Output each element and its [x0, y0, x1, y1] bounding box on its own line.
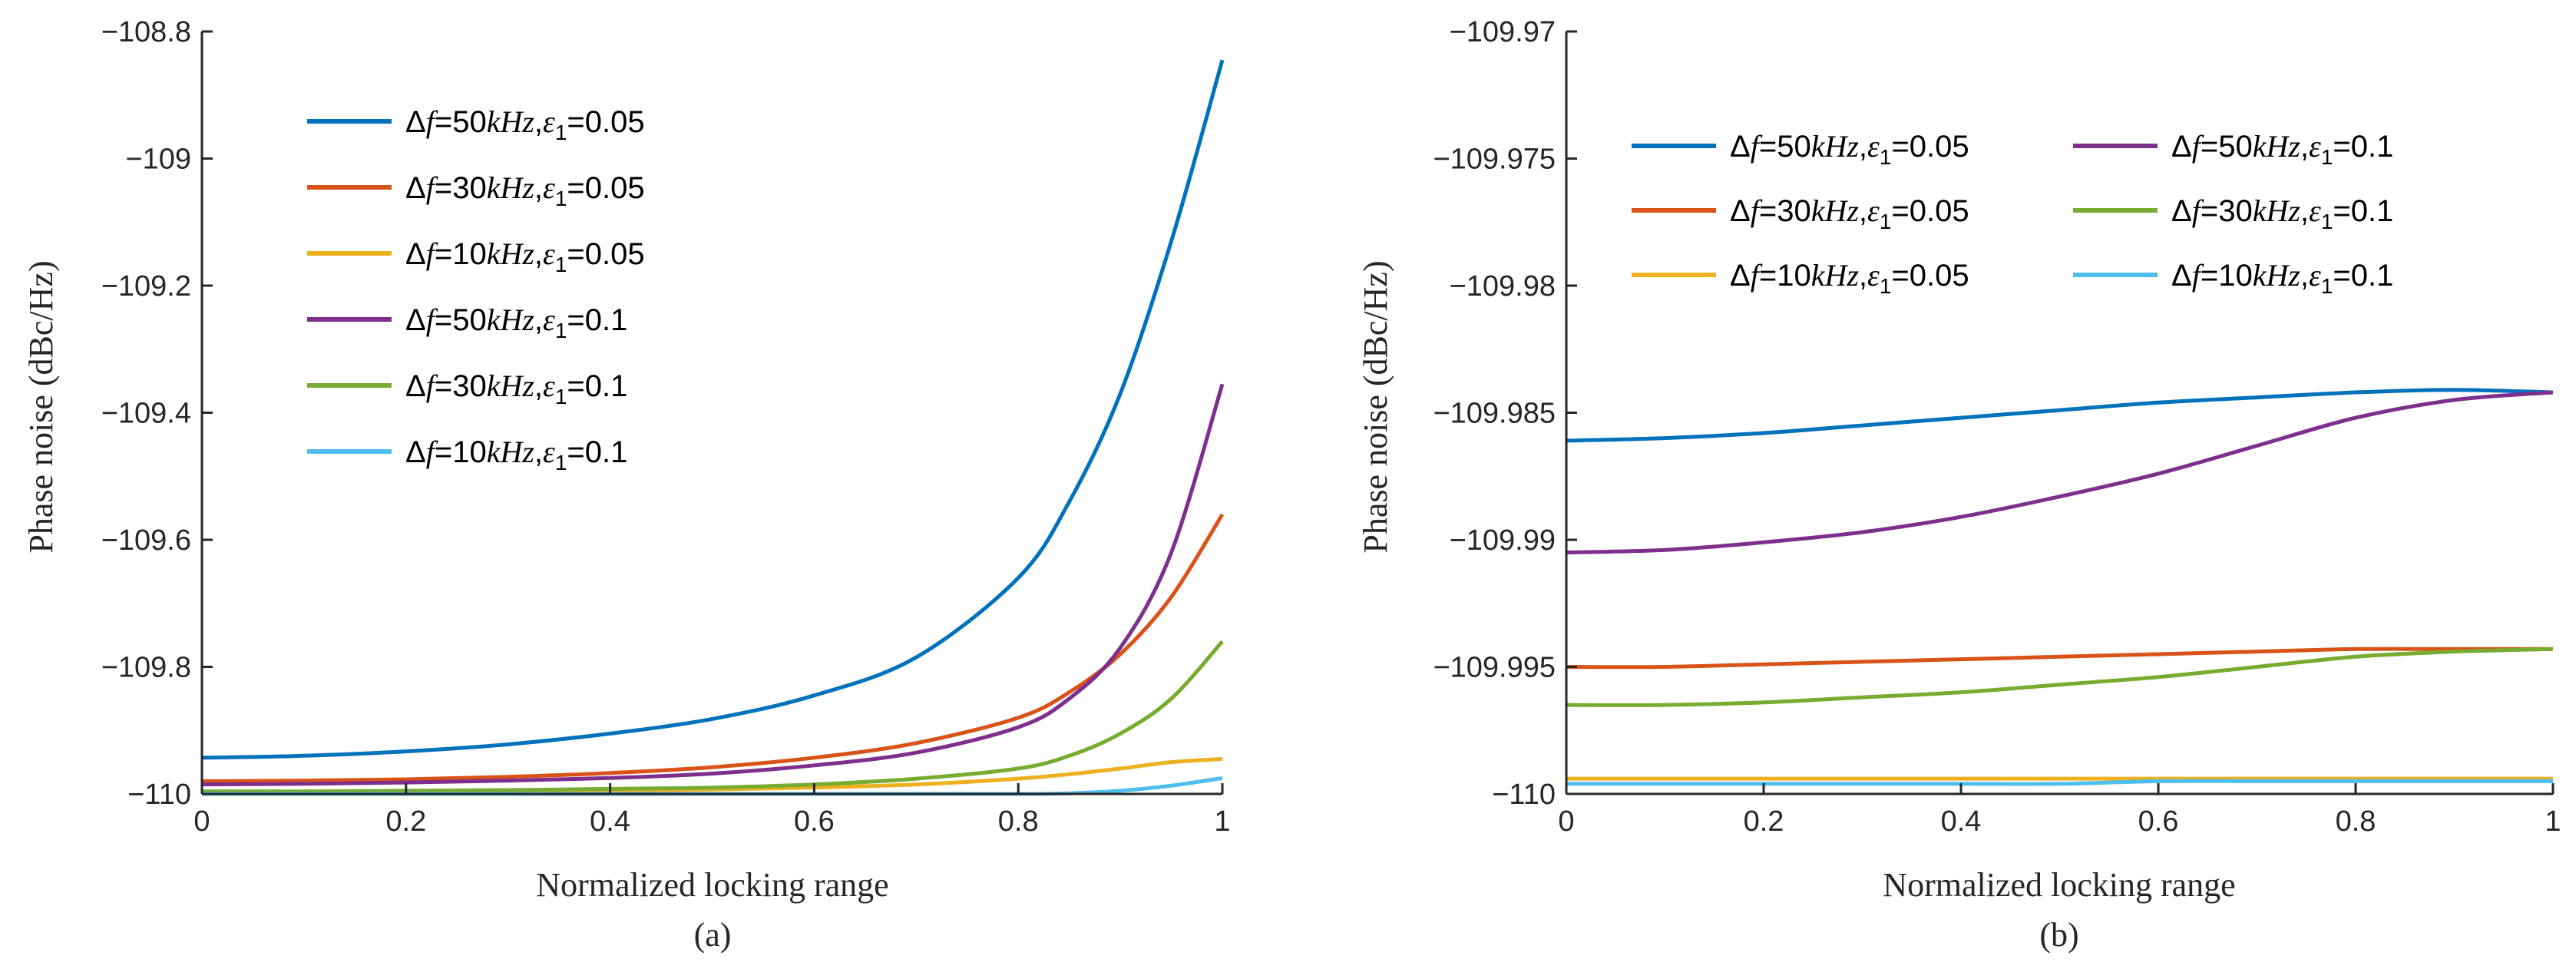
- y-tick-label-b: −109.985: [1433, 398, 1556, 430]
- y-tick-label-a: −109.4: [101, 398, 191, 430]
- legend-b: Δf=50kHz,ε1=0.05 Δf=30kHz,ε1=0.05 Δf=10kHz…: [1632, 129, 2393, 298]
- chart-panel-b: 0 0.2 0.4 0.6 0.8 1 −110 −109.995 −109.99 −109.98…: [1357, 16, 2561, 954]
- panel-caption-a: (a): [694, 916, 732, 954]
- legend-item: Δf=30kHz,ε1=0.1: [2073, 193, 2393, 233]
- y-tick-label-b: −109.97: [1450, 16, 1556, 48]
- x-tick-label-a: 0.4: [590, 805, 630, 838]
- series-line-a-4: [201, 383, 1225, 787]
- x-tick-label-a: 1: [1214, 805, 1230, 838]
- legend-item: Δf=30kHz,ε1=0.1: [307, 369, 627, 408]
- panel-caption-b: (b): [2039, 916, 2078, 954]
- y-tick-label-a: −109.6: [101, 524, 191, 557]
- series-line-b-6: [1566, 779, 2553, 786]
- legend-label: Δf=50kHz,ε1=0.1: [405, 303, 627, 342]
- y-tick-label-a: −109: [125, 144, 191, 176]
- legend-item: Δf=10kHz,ε1=0.1: [307, 435, 627, 475]
- legend-label: Δf=10kHz,ε1=0.1: [405, 435, 627, 475]
- chart-panel-a: 0 0.2 0.4 0.6 0.8 1 −110 −109.8 −109.6 −109.4 −109…: [22, 16, 1231, 954]
- series-group-b: [1566, 388, 2554, 786]
- plot-area-a: 0 0.2 0.4 0.6 0.8 1 −110 −109.8 −109.6 −109.4 −109…: [101, 16, 1231, 838]
- y-axis-title-b: Phase noise (dBc/Hz): [1357, 260, 1394, 553]
- series-line-b-5: [1566, 647, 2554, 707]
- legend-label: Δf=50kHz,ε1=0.1: [2171, 129, 2393, 169]
- legend-label: Δf=50kHz,ε1=0.05: [1730, 129, 1969, 169]
- y-tick-label-a: −109.8: [101, 652, 191, 684]
- x-tick-label-b: 1: [2545, 805, 2561, 838]
- series-line-b-4: [1566, 390, 2554, 554]
- y-tick-label-b: −109.98: [1450, 270, 1556, 303]
- legend-label: Δf=50kHz,ε1=0.05: [405, 104, 645, 144]
- y-tick-label-a: −108.8: [101, 16, 191, 48]
- y-tick-label-b: −110: [1492, 779, 1556, 811]
- x-tick-label-a: 0.6: [794, 805, 835, 838]
- series-group-a: [201, 59, 1225, 796]
- x-tick-label-a: 0.2: [385, 805, 426, 838]
- y-axis-title-a: Phase noise (dBc/Hz): [22, 260, 60, 553]
- series-line-a-2: [201, 513, 1225, 783]
- legend-item: Δf=30kHz,ε1=0.05: [1632, 193, 1969, 233]
- legend-item: Δf=50kHz,ε1=0.1: [307, 303, 627, 342]
- x-axis-title-a: Normalized locking range: [536, 866, 888, 904]
- legend-item: Δf=50kHz,ε1=0.1: [2073, 129, 2393, 169]
- series-line-a-5: [201, 640, 1224, 794]
- legend-item: Δf=10kHz,ε1=0.1: [2073, 258, 2393, 298]
- y-tick-label-b: −109.975: [1433, 144, 1556, 176]
- legend-label: Δf=30kHz,ε1=0.1: [405, 369, 627, 408]
- x-tick-label-a: 0.8: [998, 805, 1039, 838]
- series-line-a-1: [201, 59, 1225, 760]
- x-tick-label-b: 0.8: [2336, 805, 2376, 838]
- legend-label: Δf=10kHz,ε1=0.05: [405, 236, 645, 276]
- x-tick-label-b: 0.4: [1941, 805, 1982, 838]
- x-tick-label-a: 0: [193, 805, 210, 838]
- legend-item: Δf=50kHz,ε1=0.05: [307, 104, 645, 144]
- legend-a: Δf=50kHz,ε1=0.05 Δf=30kHz,ε1=0.05 Δf=10kHz…: [307, 104, 645, 475]
- legend-label: Δf=10kHz,ε1=0.1: [2171, 258, 2393, 298]
- legend-label: Δf=10kHz,ε1=0.05: [1730, 258, 1969, 298]
- y-tick-label-b: −109.995: [1433, 652, 1556, 684]
- legend-label: Δf=30kHz,ε1=0.1: [2171, 193, 2393, 233]
- legend-item: Δf=30kHz,ε1=0.05: [307, 170, 645, 210]
- legend-label: Δf=30kHz,ε1=0.05: [405, 170, 645, 210]
- x-axis-title-b: Normalized locking range: [1883, 866, 2235, 904]
- legend-item: Δf=10kHz,ε1=0.05: [307, 236, 645, 276]
- y-tick-label-b: −109.99: [1450, 524, 1556, 557]
- plot-area-b: 0 0.2 0.4 0.6 0.8 1 −110 −109.995 −109.99 −109.98…: [1433, 16, 2561, 838]
- y-tick-label-a: −110: [127, 779, 191, 811]
- series-line-b-1: [1566, 388, 2554, 443]
- y-tick-label-a: −109.2: [101, 270, 191, 303]
- legend-item: Δf=10kHz,ε1=0.05: [1632, 258, 1969, 298]
- x-tick-label-b: 0.6: [2138, 805, 2179, 838]
- series-line-b-2: [1566, 647, 2553, 670]
- legend-label: Δf=30kHz,ε1=0.05: [1730, 193, 1969, 233]
- legend-item: Δf=50kHz,ε1=0.05: [1632, 129, 1969, 169]
- x-tick-label-b: 0: [1558, 805, 1574, 838]
- x-tick-label-b: 0.2: [1744, 805, 1784, 838]
